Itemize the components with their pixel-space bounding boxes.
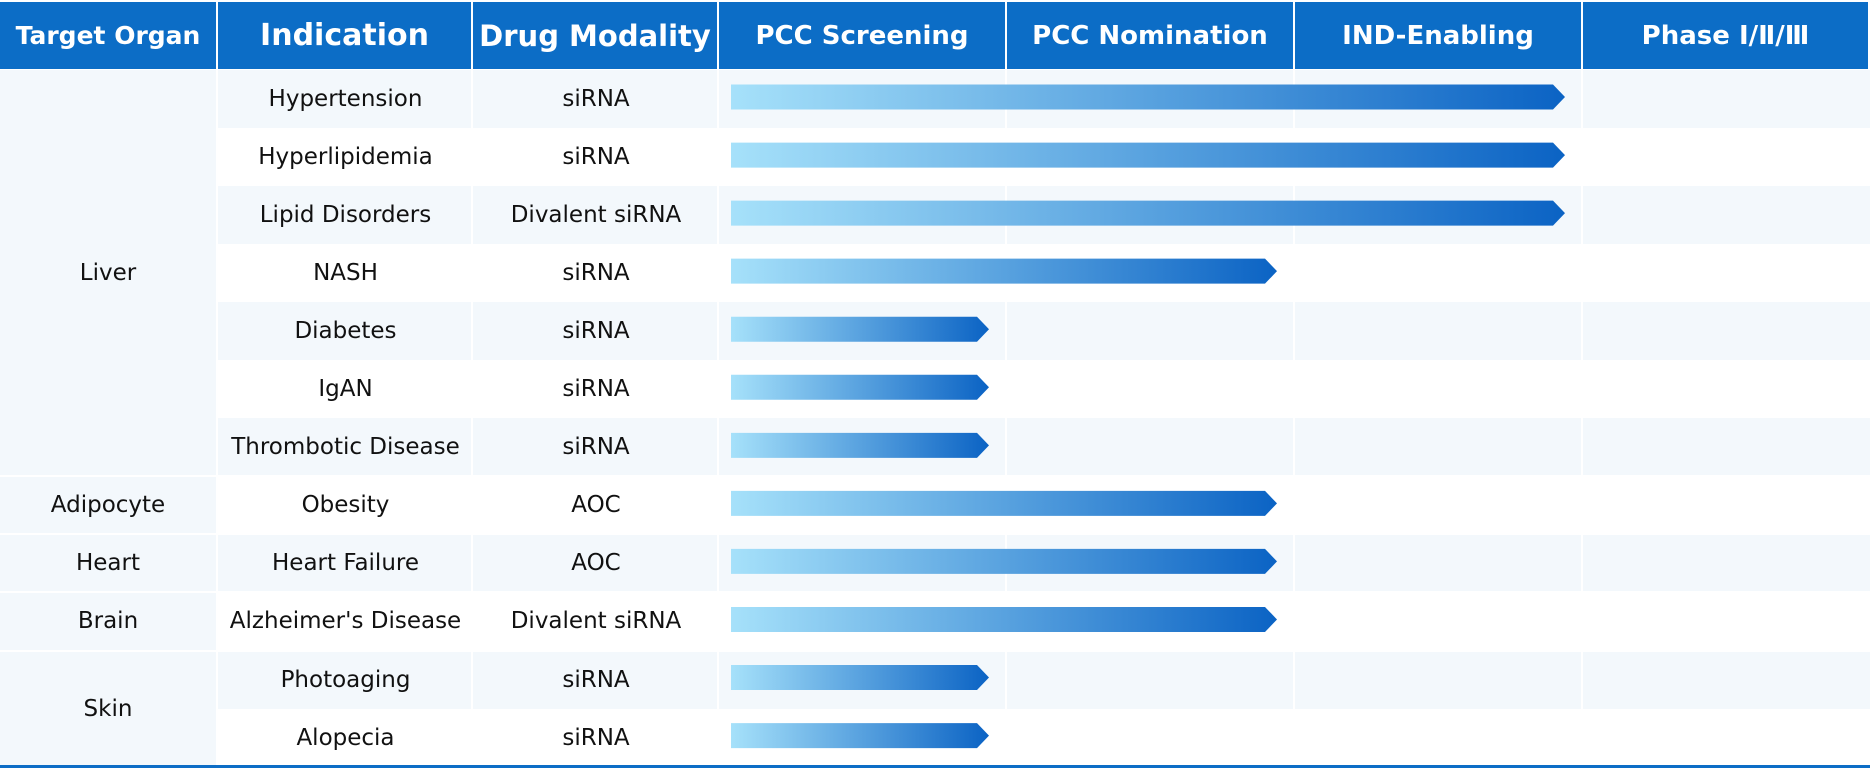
progress-bar: [731, 374, 989, 400]
header-stage-pcc-nomination: PCC Nomination: [1007, 2, 1293, 69]
drug-modality-label: Divalent siRNA: [510, 608, 682, 635]
progress-bar: [731, 316, 989, 342]
column-divider: [1581, 70, 1583, 765]
indication-label: Thrombotic Disease: [231, 434, 460, 461]
group-separator: [0, 649, 1870, 652]
drug-modality-label: siRNA: [562, 376, 630, 403]
header-indication: Indication: [218, 2, 471, 69]
progress-bar: [731, 432, 989, 458]
progress-bar: [731, 142, 1565, 168]
group-separator: [0, 475, 1870, 478]
table-bottom-border: [0, 765, 1870, 768]
drug-modality-label: siRNA: [562, 318, 630, 345]
indication-label: Alopecia: [296, 724, 395, 751]
progress-bar: [731, 665, 989, 691]
indication-label: Diabetes: [294, 318, 397, 345]
column-divider: [1005, 70, 1007, 765]
drug-modality-label: Divalent siRNA: [510, 202, 682, 229]
progress-bar: [731, 490, 1277, 516]
header-target-organ: Target Organ: [0, 2, 216, 69]
progress-bar: [731, 723, 989, 749]
indication-label: Obesity: [301, 492, 390, 519]
drug-modality-label: AOC: [571, 492, 621, 519]
drug-modality-label: siRNA: [562, 86, 630, 113]
indication-label: Hyperlipidemia: [258, 144, 433, 171]
target-organ-cell: Adipocyte: [0, 476, 216, 535]
progress-bar: [731, 200, 1565, 226]
indication-label: Hypertension: [268, 86, 423, 113]
group-separator: [0, 533, 1870, 536]
drug-modality-label: siRNA: [562, 666, 630, 693]
header-stage-ind-enabling: IND-Enabling: [1295, 2, 1581, 69]
target-organ-label: Liver: [79, 260, 137, 287]
progress-bar: [731, 548, 1277, 574]
header-drug-modality: Drug Modality: [473, 2, 717, 69]
target-organ-label: Skin: [83, 695, 133, 722]
progress-bar: [731, 258, 1277, 284]
column-divider: [717, 70, 719, 765]
progress-bar: [731, 606, 1277, 632]
indication-label: Photoaging: [280, 666, 411, 693]
drug-modality-label: siRNA: [562, 260, 630, 287]
group-separator: [0, 591, 1870, 594]
column-divider: [1293, 70, 1295, 765]
target-organ-label: Adipocyte: [50, 492, 166, 519]
indication-label: IgAN: [318, 376, 373, 403]
drug-modality-label: AOC: [571, 550, 621, 577]
indication-label: Alzheimer's Disease: [229, 608, 462, 635]
target-organ-cell: Skin: [0, 650, 216, 767]
target-organ-cell: Heart: [0, 534, 216, 593]
column-divider: [471, 70, 473, 765]
drug-modality-label: siRNA: [562, 724, 630, 751]
target-organ-label: Brain: [77, 608, 139, 635]
indication-label: Heart Failure: [272, 550, 419, 577]
indication-label: Lipid Disorders: [259, 202, 432, 229]
drug-modality-label: siRNA: [562, 144, 630, 171]
target-organ-label: Heart: [75, 550, 140, 577]
header-stage-pcc-screening: PCC Screening: [719, 2, 1005, 69]
progress-bar: [731, 84, 1565, 110]
column-divider: [216, 70, 218, 765]
indication-label: NASH: [313, 260, 378, 287]
target-organ-cell: Liver: [0, 70, 216, 477]
drug-modality-label: siRNA: [562, 434, 630, 461]
target-organ-cell: Brain: [0, 592, 216, 651]
header-stage-phase: Phase Ⅰ/Ⅱ/Ⅲ: [1583, 2, 1868, 69]
